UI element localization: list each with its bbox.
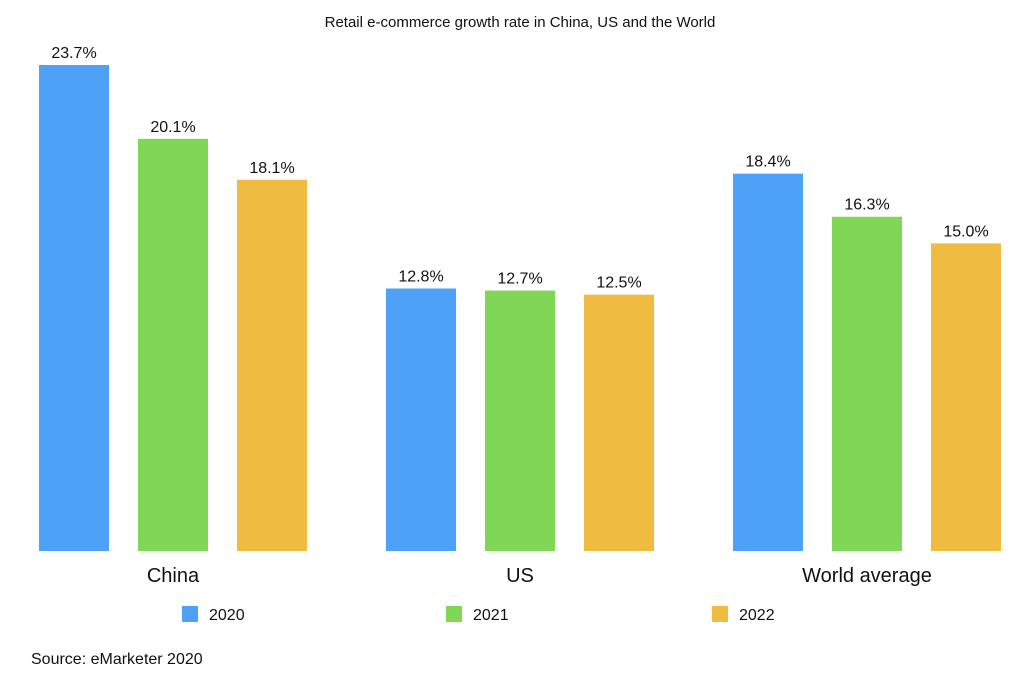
legend-label: 2020 [209, 607, 245, 624]
data-label: 18.4% [745, 154, 790, 171]
bar-china-2020 [39, 65, 109, 551]
bar-world-average-2021 [832, 216, 902, 552]
data-label: 12.5% [596, 275, 641, 292]
legend-swatch-2022 [712, 606, 728, 622]
chart-title: Retail e-commerce growth rate in China, … [324, 14, 716, 31]
bar-world-average-2022 [931, 243, 1001, 551]
bar-us-2020 [386, 288, 456, 551]
bar-us-2022 [584, 294, 654, 551]
x-tick-label: US [506, 565, 534, 587]
x-tick-label: China [147, 565, 200, 587]
bar-us-2021 [485, 290, 555, 551]
legend-swatch-2021 [446, 606, 462, 622]
bar-china-2021 [138, 138, 208, 551]
legend-label: 2021 [473, 607, 509, 624]
legend-swatch-2020 [182, 606, 198, 622]
bar-china-2022 [237, 179, 307, 551]
data-label: 20.1% [150, 119, 195, 136]
data-label: 15.0% [943, 223, 988, 240]
data-label: 12.7% [497, 271, 542, 288]
data-label: 23.7% [51, 45, 96, 62]
data-label: 18.1% [249, 160, 294, 177]
data-label: 16.3% [844, 197, 889, 214]
data-label: 12.8% [398, 269, 443, 286]
source-note: Source: eMarketer 2020 [31, 651, 203, 668]
legend-label: 2022 [739, 607, 775, 624]
bar-world-average-2020 [733, 173, 803, 552]
x-tick-label: World average [802, 565, 932, 587]
